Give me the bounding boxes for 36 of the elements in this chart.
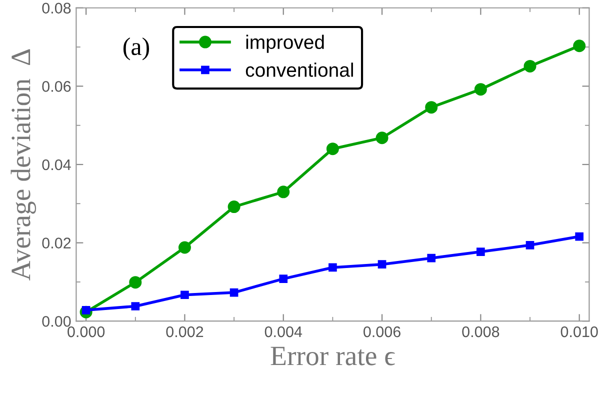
point: [328, 263, 337, 272]
x-tick-label: 0.008: [462, 326, 500, 338]
y-axis-title: Average deviation Δ: [10, 49, 36, 281]
point: [378, 260, 386, 269]
point: [326, 142, 339, 156]
point: [230, 288, 238, 297]
x-tick-label: 0.010: [560, 326, 598, 338]
annotation: (a): [123, 38, 150, 60]
point: [524, 60, 536, 72]
y-tick-label: 0.00: [42, 316, 71, 327]
point: [526, 240, 534, 250]
point: [279, 274, 288, 283]
point: [129, 276, 142, 289]
legend-label: improved: [246, 34, 324, 53]
point: [427, 254, 436, 262]
point: [131, 302, 140, 310]
point: [476, 248, 485, 256]
x-tick-label: 0.002: [166, 326, 204, 338]
x-tick-label: 0.006: [364, 326, 400, 338]
point: [277, 186, 290, 198]
y-tick-label: 0.08: [42, 2, 71, 14]
point: [228, 200, 240, 214]
point: [425, 101, 438, 114]
legend-label: conventional: [246, 62, 353, 77]
x-tick-label: 0.004: [264, 326, 302, 338]
y-tick-label: 0.06: [42, 81, 71, 92]
point: [178, 241, 191, 254]
y-tick-label: 0.02: [42, 238, 71, 248]
point: [573, 40, 586, 52]
y-tick-label: 0.04: [42, 159, 71, 170]
x-tick-label: 0.000: [68, 326, 105, 338]
point: [376, 132, 388, 144]
x-axis-title: Error rate ϵ: [270, 346, 395, 366]
point: [180, 290, 189, 300]
point: [575, 232, 584, 241]
point: [474, 83, 487, 96]
